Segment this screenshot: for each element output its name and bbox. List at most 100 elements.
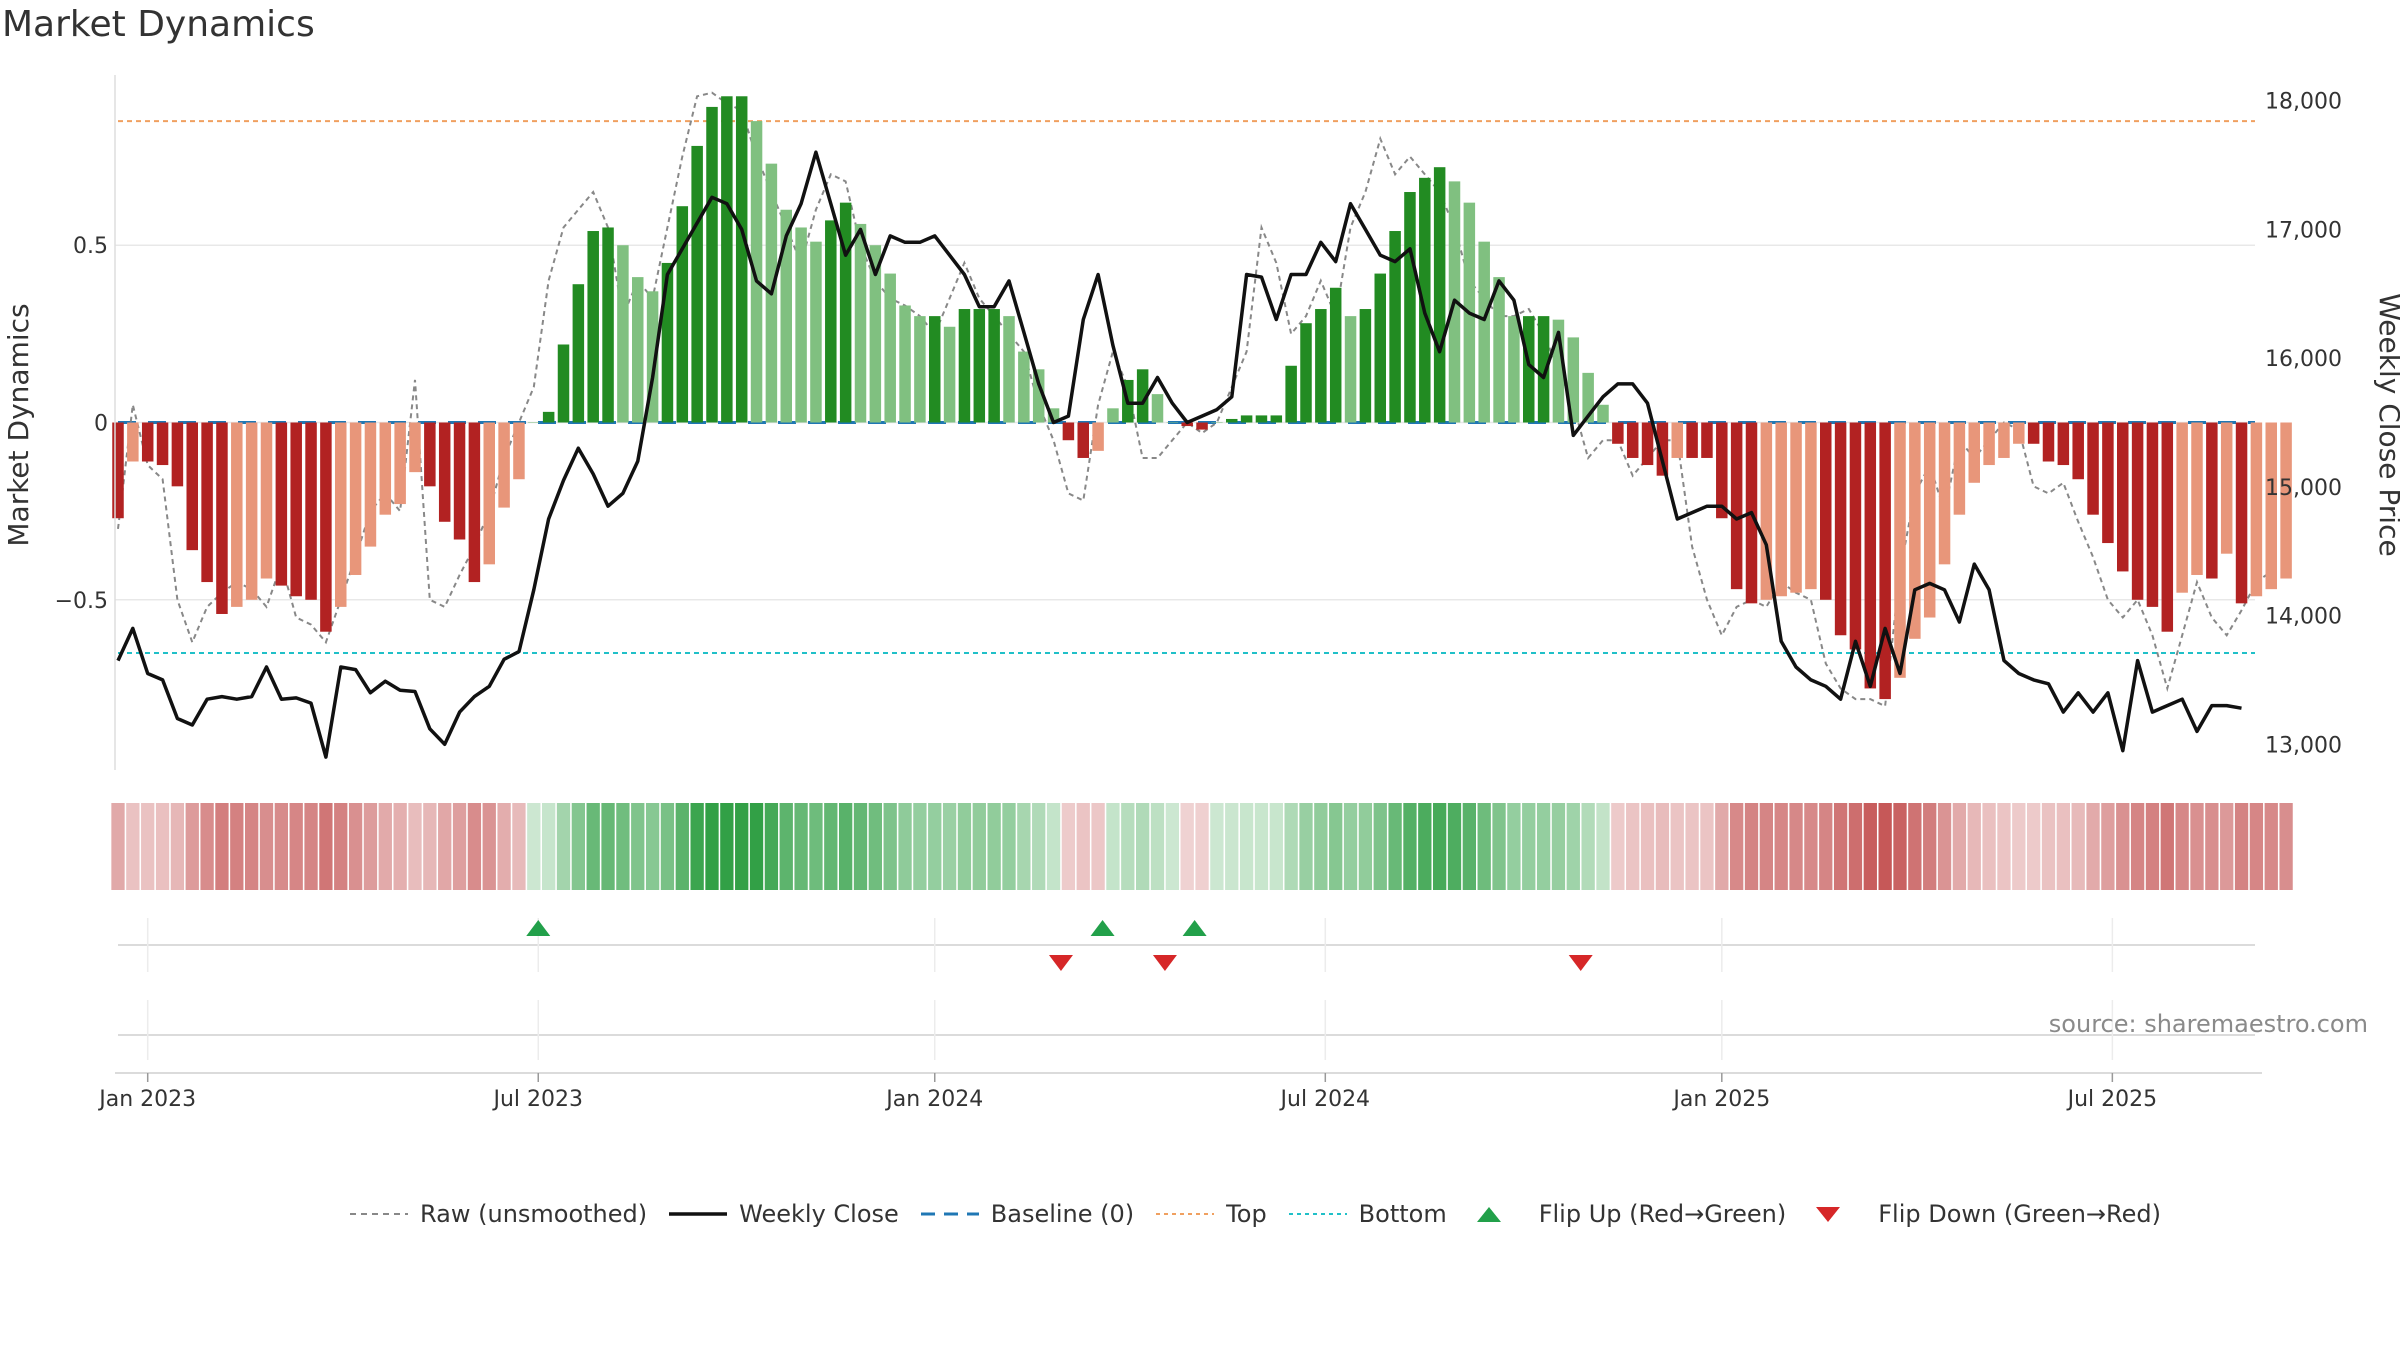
dynamics-bar	[1136, 369, 1149, 423]
dynamics-bar	[1344, 316, 1357, 423]
regime-cell	[319, 803, 333, 890]
regime-cell	[616, 803, 630, 890]
dynamics-bar	[1730, 422, 1743, 590]
regime-cell	[1239, 803, 1254, 890]
regime-cell	[141, 803, 155, 890]
dynamics-bar	[1567, 337, 1580, 423]
regime-cell	[378, 803, 392, 890]
dynamics-bar	[557, 344, 570, 423]
dynamics-bar	[483, 422, 495, 565]
dynamics-bar	[750, 121, 763, 423]
regime-cell	[1254, 803, 1269, 890]
dynamics-bar	[1359, 309, 1372, 423]
dynamics-bar	[691, 145, 703, 423]
regime-cell	[230, 803, 244, 890]
flip-up-marker	[1090, 920, 1115, 936]
regime-cell	[170, 803, 185, 890]
regime-cell	[1329, 803, 1343, 890]
regime-cell	[2279, 803, 2293, 890]
regime-cell	[690, 803, 704, 890]
dynamics-bar	[468, 422, 481, 583]
x-tick-label: Jan 2025	[1671, 1087, 1770, 1112]
dynamics-bar	[1270, 415, 1283, 423]
dynamics-bar	[2220, 422, 2233, 554]
regime-cell	[1477, 803, 1491, 890]
dynamics-bar	[1864, 422, 1877, 689]
dynamics-bar	[795, 227, 807, 423]
dynamics-bar	[1834, 422, 1847, 636]
regime-cell	[1819, 803, 1833, 890]
dynamics-bar	[2027, 422, 2040, 444]
regime-cell	[1744, 803, 1759, 890]
y-right-tick-label: 18,000	[2265, 90, 2342, 115]
regime-cell	[868, 803, 882, 890]
legend-label-bottom: Bottom	[1358, 1200, 1447, 1228]
dynamics-bar	[632, 277, 644, 423]
regime-cell	[304, 803, 318, 890]
regime-cell	[1418, 803, 1432, 890]
regime-cell	[1715, 803, 1729, 890]
regime-cell	[794, 803, 808, 890]
regime-cell	[1982, 803, 1996, 890]
dynamics-bar	[2161, 422, 2174, 632]
regime-cell	[1106, 803, 1120, 890]
regime-cell	[1685, 803, 1699, 890]
dynamics-bar	[2280, 422, 2292, 579]
dynamics-bar	[2176, 422, 2188, 593]
dynamics-bar	[156, 422, 169, 466]
y-left-axis-label: Market Dynamics	[2, 303, 35, 546]
regime-cell	[1848, 803, 1863, 890]
dynamics-bar	[231, 422, 243, 607]
regime-cell	[1596, 803, 1610, 890]
dynamics-bar	[1315, 309, 1327, 423]
regime-cell	[245, 803, 259, 890]
regime-cell	[1566, 803, 1580, 890]
regime-cell	[735, 803, 749, 890]
regime-cell	[660, 803, 675, 890]
regime-cell	[2175, 803, 2189, 890]
dynamics-bar	[899, 305, 911, 423]
dynamics-bar	[1998, 422, 2010, 458]
dynamics-bar	[735, 96, 748, 423]
dynamics-bar	[1775, 422, 1787, 597]
flip-down-marker	[1152, 955, 1177, 971]
dynamics-bar	[290, 422, 302, 597]
dynamics-bar	[988, 309, 1000, 423]
dynamics-bar	[1686, 422, 1698, 458]
legend-label-top: Top	[1226, 1200, 1267, 1228]
dynamics-bar	[572, 284, 585, 423]
regime-cell	[1403, 803, 1417, 890]
regime-cell	[1314, 803, 1328, 890]
regime-cell	[1269, 803, 1283, 890]
regime-cell	[2249, 803, 2264, 890]
regime-cell	[586, 803, 600, 890]
flip-down-marker	[1048, 955, 1073, 971]
dynamics-bar	[1433, 167, 1446, 423]
dynamics-bar	[1879, 422, 1891, 700]
dynamics-bar	[869, 245, 882, 423]
y-right-tick-label: 16,000	[2265, 347, 2342, 372]
dynamics-bar	[721, 96, 733, 423]
regime-cell	[1388, 803, 1402, 890]
regime-cell	[1121, 803, 1135, 890]
dynamics-bar	[1805, 422, 1817, 590]
dynamics-bar	[335, 422, 347, 607]
dynamics-bar	[1760, 422, 1773, 600]
y-right-tick-label: 15,000	[2265, 476, 2342, 501]
regime-cell	[1997, 803, 2011, 890]
regime-cell	[452, 803, 467, 890]
dynamics-bar	[2117, 422, 2129, 572]
regime-cell	[720, 803, 734, 890]
dynamics-bar	[1166, 422, 1179, 423]
y-left-tick-label: 0.5	[73, 234, 108, 259]
dynamics-bar	[171, 422, 184, 487]
raw-series	[117, 91, 2272, 708]
dynamics-bar	[498, 422, 510, 508]
legend-label-baseline: Baseline (0)	[990, 1200, 1135, 1228]
dynamics-bar	[2146, 422, 2159, 607]
dynamics-bar	[1582, 372, 1594, 423]
regime-cell	[1804, 803, 1818, 890]
regime-cell	[928, 803, 942, 890]
dynamics-bar	[929, 316, 941, 423]
regime-cell	[957, 803, 972, 890]
